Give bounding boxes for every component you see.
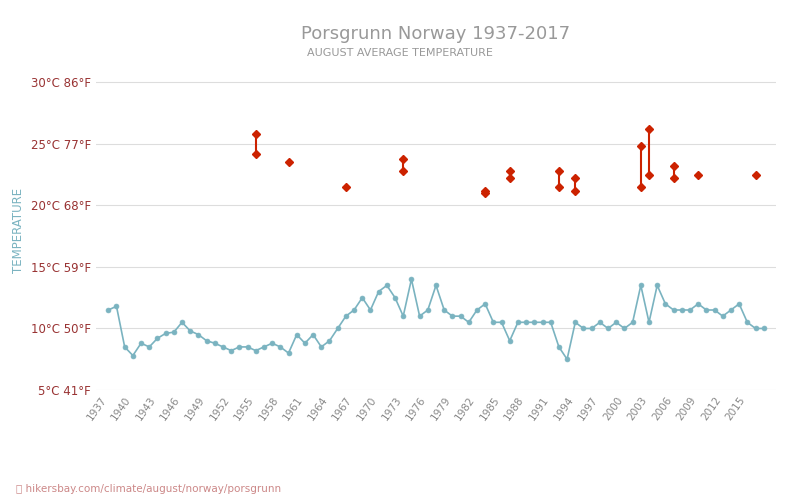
Y-axis label: TEMPERATURE: TEMPERATURE [12,188,26,272]
Text: 📍 hikersbay.com/climate/august/norway/porsgrunn: 📍 hikersbay.com/climate/august/norway/po… [16,484,281,494]
Legend: NIGHT, DAY: NIGHT, DAY [354,495,518,500]
Text: AUGUST AVERAGE TEMPERATURE: AUGUST AVERAGE TEMPERATURE [307,48,493,58]
Title: Porsgrunn Norway 1937-2017: Porsgrunn Norway 1937-2017 [302,26,570,44]
